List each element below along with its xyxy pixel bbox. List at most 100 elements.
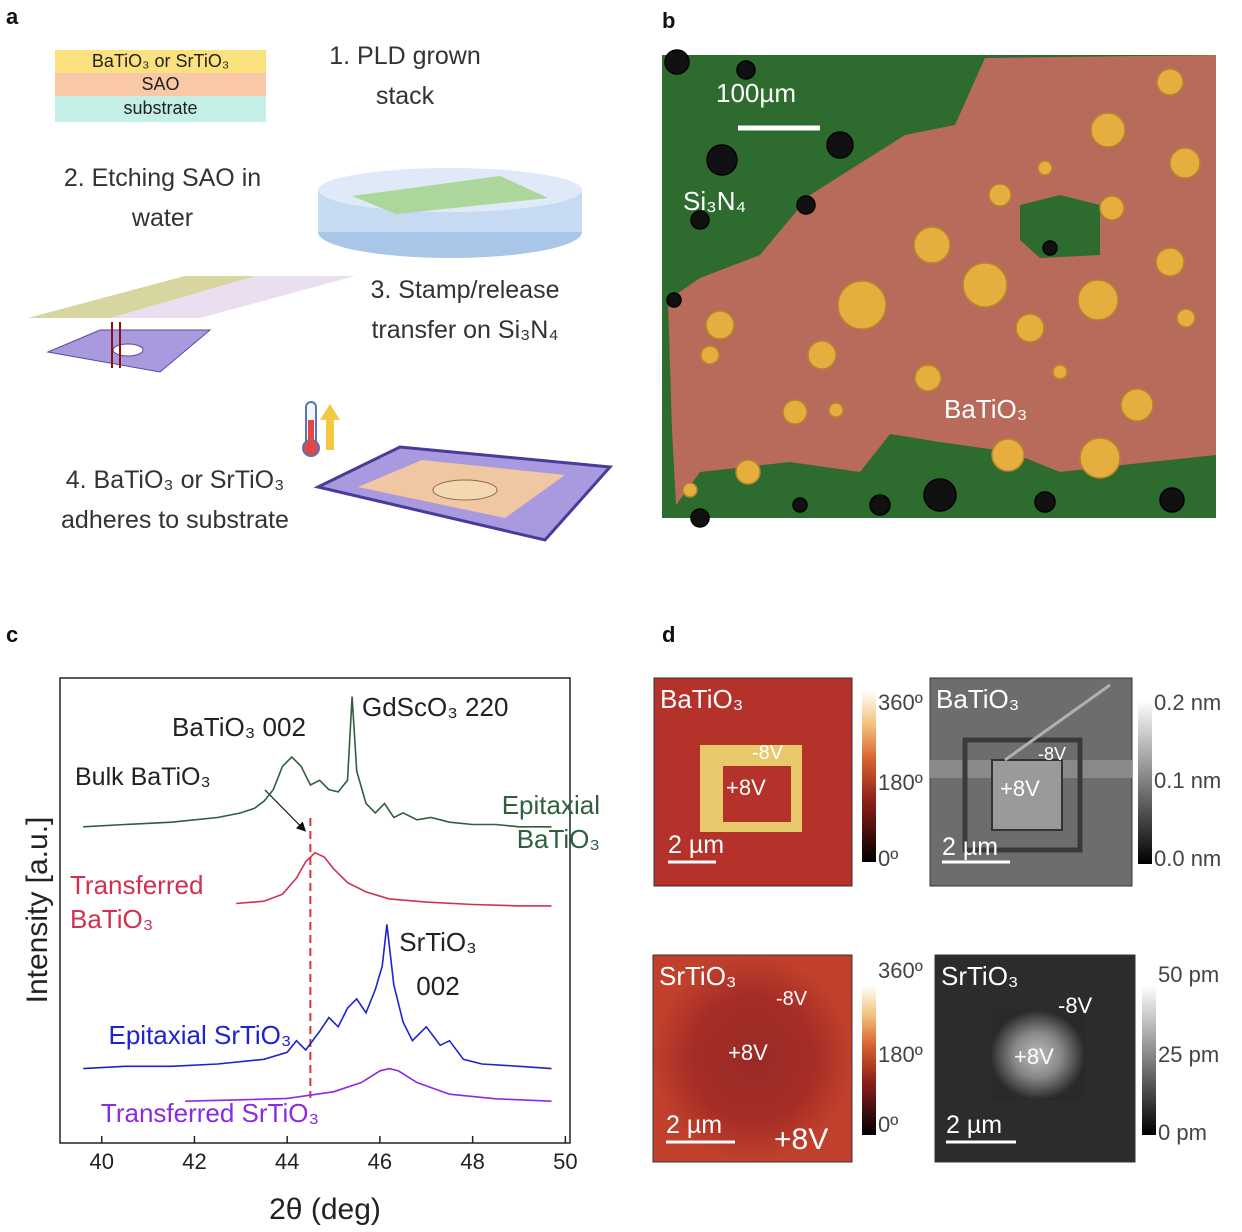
voltage-label: -8V — [776, 988, 808, 1010]
colorbar-label: 180º — [878, 1042, 923, 1067]
series-line — [185, 1067, 552, 1102]
series-label: Epitaxial SrTiO₃ — [108, 1020, 292, 1050]
arrow — [264, 789, 307, 832]
dot — [1156, 68, 1184, 96]
dot — [664, 49, 690, 75]
colorbar-label: 25 pm — [1158, 1042, 1220, 1067]
x-tick-label: 40 — [89, 1149, 114, 1174]
dot — [1079, 437, 1121, 479]
x-tick-label: 44 — [274, 1149, 300, 1174]
annotation: GdScO₃ 220 — [362, 692, 509, 722]
dot — [682, 482, 698, 498]
dot — [666, 292, 682, 308]
voltage-label: +8V — [726, 775, 766, 800]
annotation: Bulk BaTiO₃ — [75, 763, 211, 791]
dot — [1176, 308, 1196, 328]
dot — [705, 310, 735, 340]
voltage-label: +8V — [728, 1040, 768, 1065]
colorbar-label: 360º — [878, 958, 923, 983]
dot — [807, 340, 837, 370]
dot — [1159, 487, 1185, 513]
dot — [991, 438, 1025, 472]
step-text: 4. BaTiO₃ or SrTiO₃ adheres to substrate — [61, 466, 289, 534]
dot — [796, 195, 816, 215]
dot — [782, 399, 808, 425]
annotation: BaTiO₃ 002 — [172, 712, 306, 742]
image-title: SrTiO₃ — [659, 961, 737, 991]
dot — [736, 60, 756, 80]
dot — [1090, 112, 1126, 148]
panel-label: d — [662, 622, 676, 647]
dot — [700, 345, 720, 365]
dot — [792, 497, 808, 513]
series-label: Epitaxial BaTiO₃ — [501, 790, 600, 854]
x-tick-label: 42 — [182, 1149, 207, 1174]
colorbar-label: 360º — [878, 690, 923, 715]
scale-bar-label: 2 µm — [942, 833, 999, 861]
y-axis-label: Intensity [a.u.] — [21, 816, 54, 1004]
layer-label: SAO — [141, 74, 180, 94]
voltage-label: -8V — [1038, 744, 1067, 764]
image-title: SrTiO₃ — [941, 961, 1019, 991]
scale-bar-label: 100µm — [716, 78, 797, 108]
series-line — [83, 696, 552, 828]
x-axis-label: 2θ (deg) — [269, 1193, 381, 1226]
dot — [690, 210, 710, 230]
region-label: BaTiO₃ — [944, 394, 1028, 424]
series-line — [236, 851, 552, 907]
step-text: 3. Stamp/release transfer on Si₃N₄ — [370, 276, 560, 344]
dot — [1042, 240, 1058, 256]
dot — [1034, 491, 1056, 513]
dot — [869, 494, 891, 516]
colorbar-label: 0º — [878, 1112, 899, 1137]
dot — [988, 183, 1012, 207]
dot — [914, 364, 942, 392]
dot — [923, 478, 957, 512]
panel-label: a — [6, 4, 19, 29]
voltage-label: +8V — [774, 1123, 829, 1156]
series-line — [83, 924, 552, 1070]
dot — [837, 280, 887, 330]
panel-label: b — [662, 8, 676, 33]
dot — [1099, 195, 1125, 221]
series-label: Transferred SrTiO₃ — [100, 1098, 320, 1128]
voltage-label: -8V — [752, 742, 784, 764]
voltage-label: +8V — [1014, 1044, 1054, 1069]
dot — [735, 459, 761, 485]
dot — [1015, 313, 1045, 343]
dot — [913, 226, 951, 264]
colorbar-label: 0.1 nm — [1154, 768, 1222, 793]
dot — [1120, 388, 1154, 422]
image-title: BaTiO₃ — [660, 684, 744, 714]
colorbar-label: 180º — [878, 770, 923, 795]
dot — [962, 262, 1008, 308]
image-title: BaTiO₃ — [936, 684, 1020, 714]
scale-bar-label: 2 µm — [668, 831, 725, 859]
dot — [1155, 247, 1185, 277]
series-label: Transferred BaTiO₃ — [70, 870, 204, 934]
dot — [1077, 279, 1119, 321]
x-tick-label: 50 — [553, 1149, 578, 1174]
scale-bar-label: 2 µm — [666, 1111, 723, 1139]
voltage-label: -8V — [1058, 993, 1093, 1018]
layer-label: BaTiO₃ or SrTiO₃ — [91, 51, 230, 71]
x-tick-label: 48 — [460, 1149, 485, 1174]
step-text: 2. Etching SAO in water — [63, 164, 262, 232]
dot — [706, 144, 738, 176]
dot — [1052, 364, 1068, 380]
colorbar-label: 0.0 nm — [1154, 846, 1222, 871]
x-tick-label: 46 — [367, 1149, 393, 1174]
panel-label: c — [6, 622, 19, 647]
dot — [826, 131, 854, 159]
colorbar-label: 0 pm — [1158, 1120, 1207, 1145]
region-label: Si₃N₄ — [683, 186, 747, 216]
pfm-images — [652, 677, 1156, 1163]
dot — [690, 508, 710, 528]
micrograph — [662, 49, 1216, 528]
colorbar-label: 0º — [878, 846, 899, 871]
annotation: SrTiO₃ 002 — [399, 927, 477, 1001]
schematic — [28, 50, 614, 542]
colorbar-label: 50 pm — [1158, 962, 1220, 987]
colorbar-label: 0.2 nm — [1154, 690, 1222, 715]
